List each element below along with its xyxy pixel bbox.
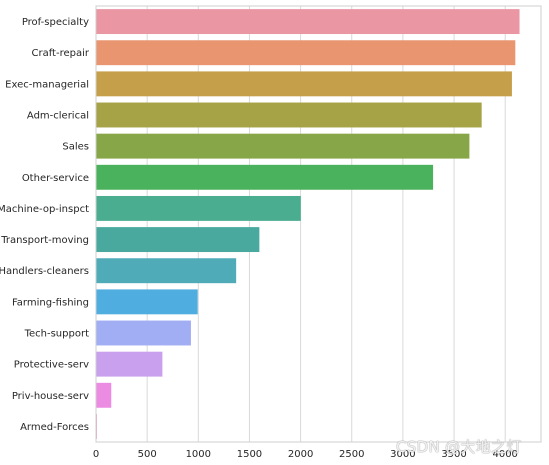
y-tick-label: Craft-repair: [31, 48, 89, 59]
x-tick-label: 1500: [237, 449, 262, 460]
bar-tech-support: [96, 320, 191, 346]
bar-exec-managerial: [96, 71, 512, 97]
y-tick-label: Sales: [62, 142, 89, 153]
x-tick-label: 2000: [288, 449, 313, 460]
watermark: CSDN @大地之灯: [396, 438, 522, 456]
bar-handlers-cleaners: [96, 258, 237, 284]
bar-craft-repair: [96, 40, 516, 66]
bar-sales: [96, 133, 470, 159]
x-tick-label: 1000: [186, 449, 211, 460]
x-tick-label: 0: [93, 449, 99, 460]
x-tick-label: 3000: [390, 449, 415, 460]
y-tick-label: Machine-op-inspct: [0, 204, 89, 215]
y-tick-label: Tech-support: [24, 329, 89, 340]
x-tick-labels: 0 500 1000 1500 2000 2500 3000 3500 4000: [93, 449, 518, 460]
y-tick-label: Priv-house-serv: [12, 391, 89, 402]
y-tick-label: Protective-serv: [14, 360, 89, 371]
bar-protective-serv: [96, 351, 163, 377]
bars: [96, 9, 520, 439]
y-tick-label: Other-service: [22, 173, 89, 184]
x-tick-label: 4000: [492, 449, 517, 460]
y-tick-label: Transport-moving: [0, 235, 89, 246]
x-tick-label: 2500: [339, 449, 364, 460]
bar-other-service: [96, 164, 434, 190]
bar-transport-moving: [96, 227, 260, 253]
y-tick-labels: Prof-specialty Craft-repair Exec-manageria…: [0, 17, 90, 433]
y-tick-label: Handlers-cleaners: [0, 266, 89, 277]
y-tick-label: Armed-Forces: [20, 422, 89, 433]
y-tick-label: Exec-managerial: [5, 79, 89, 90]
bar-farming-fishing: [96, 289, 198, 315]
y-tick-label: Farming-fishing: [12, 297, 89, 308]
y-tick-label: Prof-specialty: [22, 17, 89, 28]
bar-machine-op-inspct: [96, 195, 301, 221]
x-tick-label: 500: [138, 449, 157, 460]
y-tick-label: Adm-clerical: [27, 111, 89, 122]
bar-prof-specialty: [96, 9, 520, 35]
plot-frame: [95, 5, 542, 443]
x-tick-label: 3500: [441, 449, 466, 460]
bar-priv-house-serv: [96, 382, 112, 408]
bar-adm-clerical: [96, 102, 482, 128]
